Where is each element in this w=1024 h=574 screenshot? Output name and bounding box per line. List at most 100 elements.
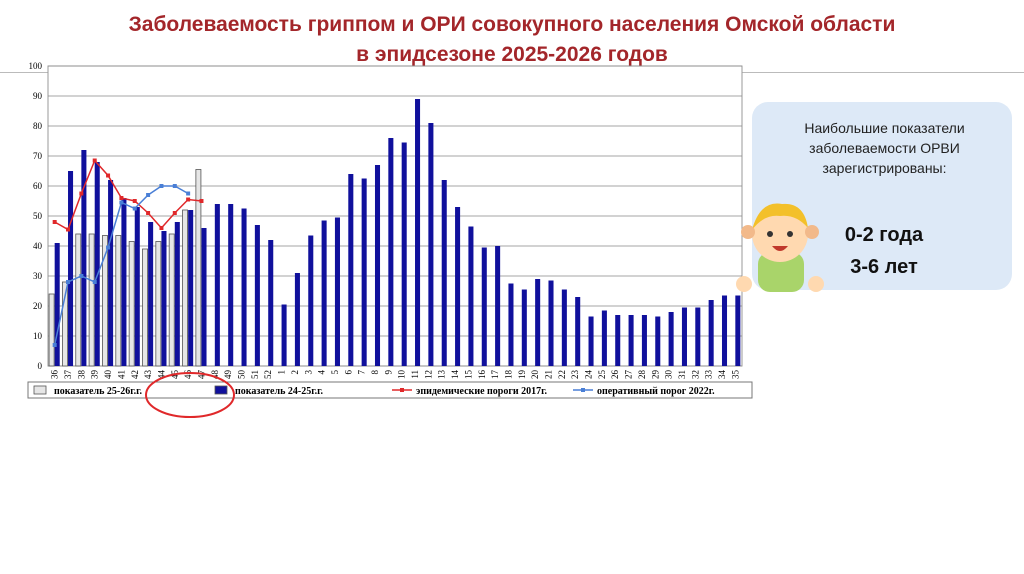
x-tick-label: 28 [637,370,647,380]
point [66,227,71,232]
y-tick-label: 0 [38,361,43,371]
bar [134,207,140,366]
point [92,158,97,163]
x-tick-label: 5 [330,370,340,375]
bar [214,204,220,366]
x-tick-label: 35 [730,370,740,380]
point [52,220,57,224]
bar [535,279,541,366]
line [54,159,202,231]
bar [294,273,300,366]
bar [588,316,594,366]
bar [182,209,188,367]
x-tick-label: 46 [183,370,193,380]
point [79,274,84,278]
title-line: в эпидсезоне 2025-2026 годов [356,43,668,66]
x-tick-label: 38 [76,370,86,380]
bar [155,241,162,367]
bar [308,235,314,366]
bar [174,222,180,366]
x-tick-label: 33 [704,370,714,380]
legend-label: эпидемические пороги 2017г. [416,386,548,397]
point [159,184,164,188]
bar [88,233,95,367]
point [132,199,137,203]
bar [548,280,554,366]
point [199,199,204,203]
bar [601,310,607,366]
bar [495,246,501,366]
x-tick-label: 25 [597,370,607,380]
legend-swatch [581,388,585,392]
age-group: 3-6 лет [850,256,918,278]
x-tick-label: 9 [383,370,393,375]
x-tick-label: 8 [370,370,380,375]
x-tick-label: 13 [437,370,447,380]
x-tick-label: 12 [423,370,433,379]
bar [561,289,567,366]
point [159,226,164,230]
x-tick-label: 22 [557,370,567,379]
bar [241,208,247,366]
point [146,211,151,215]
bar [142,248,148,367]
bar [374,165,381,366]
bar [641,315,647,366]
bar [615,315,621,366]
bar [628,315,634,366]
child-icon [736,203,824,292]
bar [321,220,327,366]
bar [708,300,714,366]
x-tick-label: 2 [290,370,300,375]
y-tick-label: 100 [29,61,43,71]
point [119,196,124,200]
bar [695,307,701,366]
bar [48,293,55,367]
x-tick-label: 40 [103,370,113,380]
x-tick-label: 17 [490,370,500,380]
x-tick-label: 44 [156,370,166,380]
bar [128,241,135,367]
y-tick-label: 60 [33,181,43,191]
point [172,184,177,188]
x-tick-label: 27 [624,370,634,380]
bar [388,138,394,366]
x-tick-label: 26 [610,370,620,380]
y-tick-label: 20 [33,301,43,311]
legend-label: показатель 25-26г.г. [54,386,143,397]
info-text: Наибольшие показатели заболеваемости ОРВ… [804,120,965,176]
bar [401,142,407,366]
bar [481,247,487,366]
x-tick-label: 36 [50,370,60,380]
bar [195,169,202,367]
point [106,245,111,250]
x-tick-label: 49 [223,370,233,380]
legend [27,381,753,399]
bar [668,312,674,366]
bar [455,207,461,366]
point [186,191,191,196]
x-tick-label: 51 [250,370,260,379]
x-tick-label: 29 [650,370,660,380]
bar [121,198,127,366]
bar [681,307,687,366]
bar [108,180,114,366]
x-tick-label: 20 [530,370,540,380]
bar [68,171,74,366]
x-tick-label: 32 [690,370,700,379]
x-tick-label: 41 [116,370,126,379]
x-tick-label: 30 [664,370,674,380]
bar [201,228,207,366]
x-tick-label: 1 [277,370,287,375]
y-tick-label: 40 [33,241,43,251]
title-line: Заболеваемость гриппом и ОРИ совокупного… [128,13,896,36]
point [79,191,84,196]
bar [102,235,108,367]
bar [721,295,728,366]
bar [188,210,194,366]
bar [81,150,87,366]
bar [115,235,122,367]
point [66,280,71,284]
